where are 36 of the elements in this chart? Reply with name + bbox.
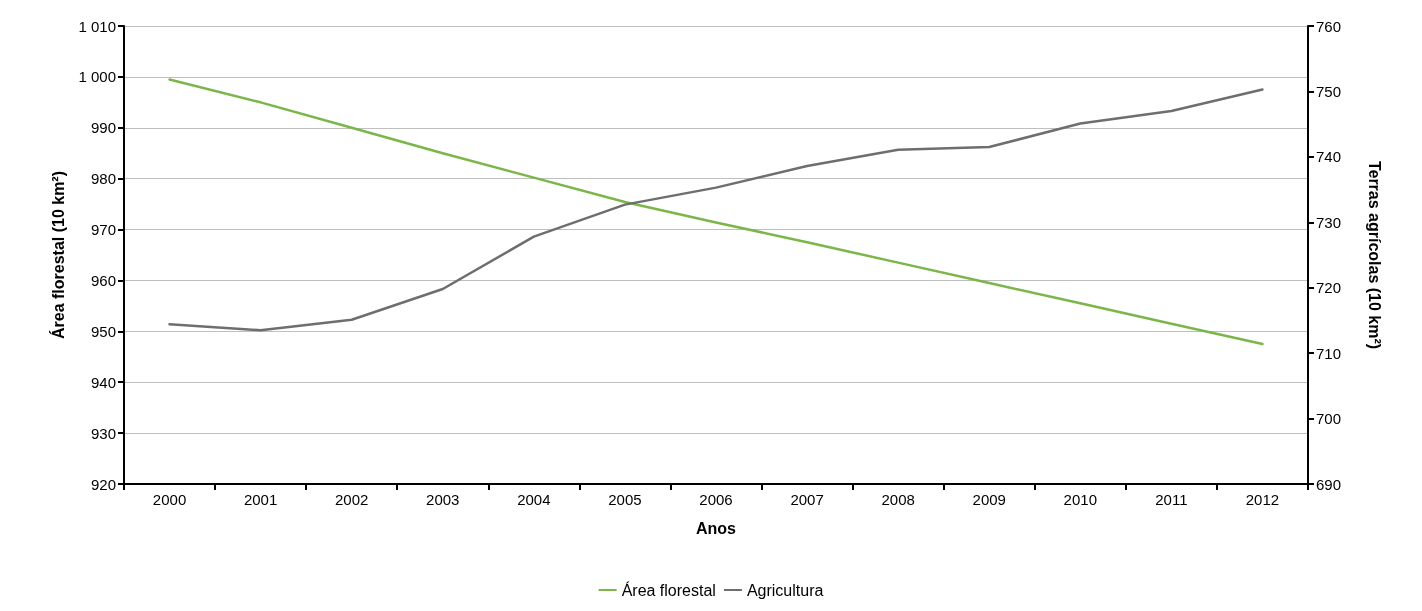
- y2-tick-label: 750: [1316, 82, 1342, 100]
- y2-tick-label: 700: [1316, 410, 1342, 428]
- x-tick-label: 2009: [972, 491, 1006, 508]
- x-tick-label: 2003: [426, 491, 460, 508]
- x-tick-label: 2002: [335, 491, 369, 508]
- legend-label: Agricultura: [746, 581, 824, 599]
- legend-label: Área florestal: [621, 580, 716, 599]
- y2-tick-label: 760: [1316, 17, 1342, 35]
- x-tick-label: 2000: [152, 491, 187, 508]
- y2-axis-title: Terras agrícolas (10 km²): [1365, 160, 1383, 350]
- x-tick-label: 2001: [243, 491, 278, 508]
- x-tick-label: 2010: [1063, 491, 1097, 508]
- x-axis-title: Anos: [696, 519, 737, 537]
- x-tick-label: 2006: [699, 491, 733, 508]
- y-tick-label: 1 000: [78, 68, 116, 86]
- x-tick-label: 2012: [1245, 491, 1280, 508]
- y2-tick-label: 730: [1316, 213, 1342, 231]
- y-tick-label: 980: [90, 170, 116, 188]
- y2-tick-label: 720: [1316, 279, 1342, 297]
- x-tick-label: 2011: [1155, 491, 1188, 508]
- y-tick-label: 940: [90, 373, 116, 391]
- y2-tick-label: 690: [1316, 475, 1342, 493]
- y2-tick-label: 710: [1316, 344, 1342, 362]
- y2-tick-label: 740: [1316, 148, 1342, 166]
- y-tick-label: 930: [90, 424, 116, 442]
- y-axis-title: Área florestal (10 km²): [48, 170, 67, 340]
- x-tick-label: 2005: [608, 491, 642, 508]
- y-tick-label: 970: [90, 221, 116, 239]
- x-tick-label: 2007: [790, 491, 824, 508]
- y-tick-label: 990: [90, 119, 116, 137]
- y-tick-label: 960: [90, 271, 116, 289]
- y-tick-label: 1 010: [78, 17, 116, 35]
- y-tick-label: 920: [90, 475, 116, 493]
- x-tick-label: 2008: [881, 491, 915, 508]
- x-tick-label: 2004: [517, 491, 551, 508]
- y-tick-label: 950: [90, 322, 116, 340]
